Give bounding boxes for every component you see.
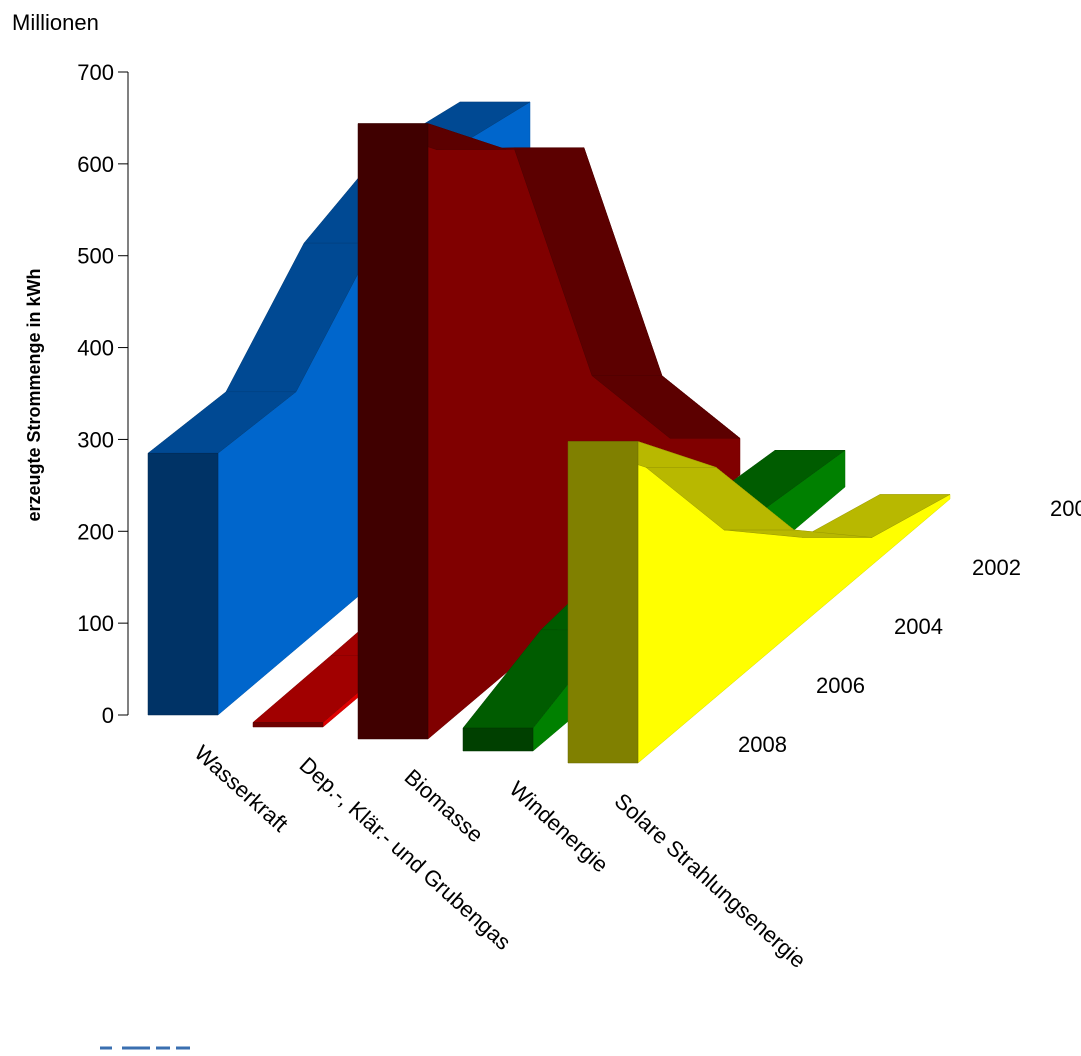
y-tick-label: 100 bbox=[77, 611, 114, 636]
y-tick-label: 0 bbox=[102, 703, 114, 728]
y-tick-label: 600 bbox=[77, 152, 114, 177]
depth-tick-label: 2000 bbox=[1050, 496, 1081, 521]
depth-tick-label: 2006 bbox=[816, 673, 865, 698]
ribbon-front bbox=[567, 441, 639, 764]
y-tick-label: 300 bbox=[77, 427, 114, 452]
category-label: Solare Strahlungsenergie bbox=[610, 788, 811, 973]
ribbon bbox=[357, 123, 741, 740]
depth-tick-label: 2004 bbox=[894, 614, 943, 639]
unit-label: Millionen bbox=[12, 10, 99, 35]
ribbon-front bbox=[462, 727, 534, 752]
ribbon-front bbox=[147, 452, 219, 716]
category-label: Biomasse bbox=[400, 764, 489, 847]
y-tick-label: 500 bbox=[77, 244, 114, 269]
ribbon-front bbox=[252, 722, 324, 728]
y-axis-label: erzeugte Strommenge in kWh bbox=[24, 268, 44, 521]
y-tick-label: 700 bbox=[77, 60, 114, 85]
ribbon bbox=[567, 441, 951, 764]
ribbon-front bbox=[357, 123, 429, 740]
depth-tick-label: 2008 bbox=[738, 732, 787, 757]
depth-tick-label: 2002 bbox=[972, 555, 1021, 580]
category-label: Windenergie bbox=[505, 776, 614, 877]
y-tick-label: 400 bbox=[77, 336, 114, 361]
y-tick-label: 200 bbox=[77, 519, 114, 544]
category-label: Wasserkraft bbox=[190, 740, 293, 837]
